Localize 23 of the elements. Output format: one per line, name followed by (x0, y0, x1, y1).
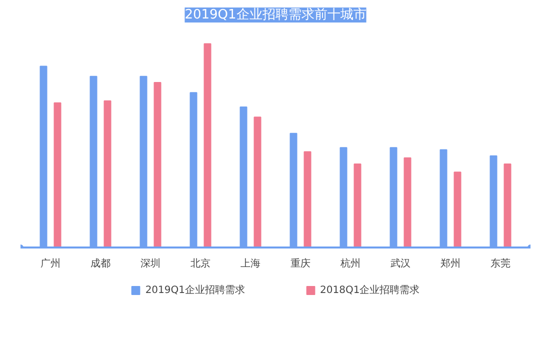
bar (204, 43, 212, 248)
x-tick-label: 广州 (40, 258, 60, 270)
bar (454, 172, 462, 248)
x-tick-label: 郑州 (440, 258, 460, 270)
x-tick-label: 深圳 (140, 258, 160, 270)
x-tick-label: 杭州 (340, 258, 360, 270)
bar (354, 163, 362, 248)
x-tick-label: 北京 (190, 258, 210, 270)
bar (104, 100, 112, 248)
bar (254, 116, 262, 248)
x-tick-label: 上海 (240, 258, 260, 270)
legend-label: 2019Q1企业招聘需求 (145, 284, 245, 297)
bar (304, 151, 312, 248)
x-tick-label: 东莞 (490, 258, 510, 270)
bar (404, 157, 412, 248)
bar (504, 163, 512, 248)
x-tick-label: 武汉 (390, 258, 410, 270)
x-tick-label: 重庆 (290, 258, 310, 270)
bar (154, 82, 162, 248)
bar (54, 102, 62, 248)
chart-title: 2019Q1企业招聘需求前十城市 (184, 8, 366, 22)
legend-label: 2018Q1企业招聘需求 (320, 284, 420, 297)
x-tick-label: 成都 (90, 258, 110, 270)
